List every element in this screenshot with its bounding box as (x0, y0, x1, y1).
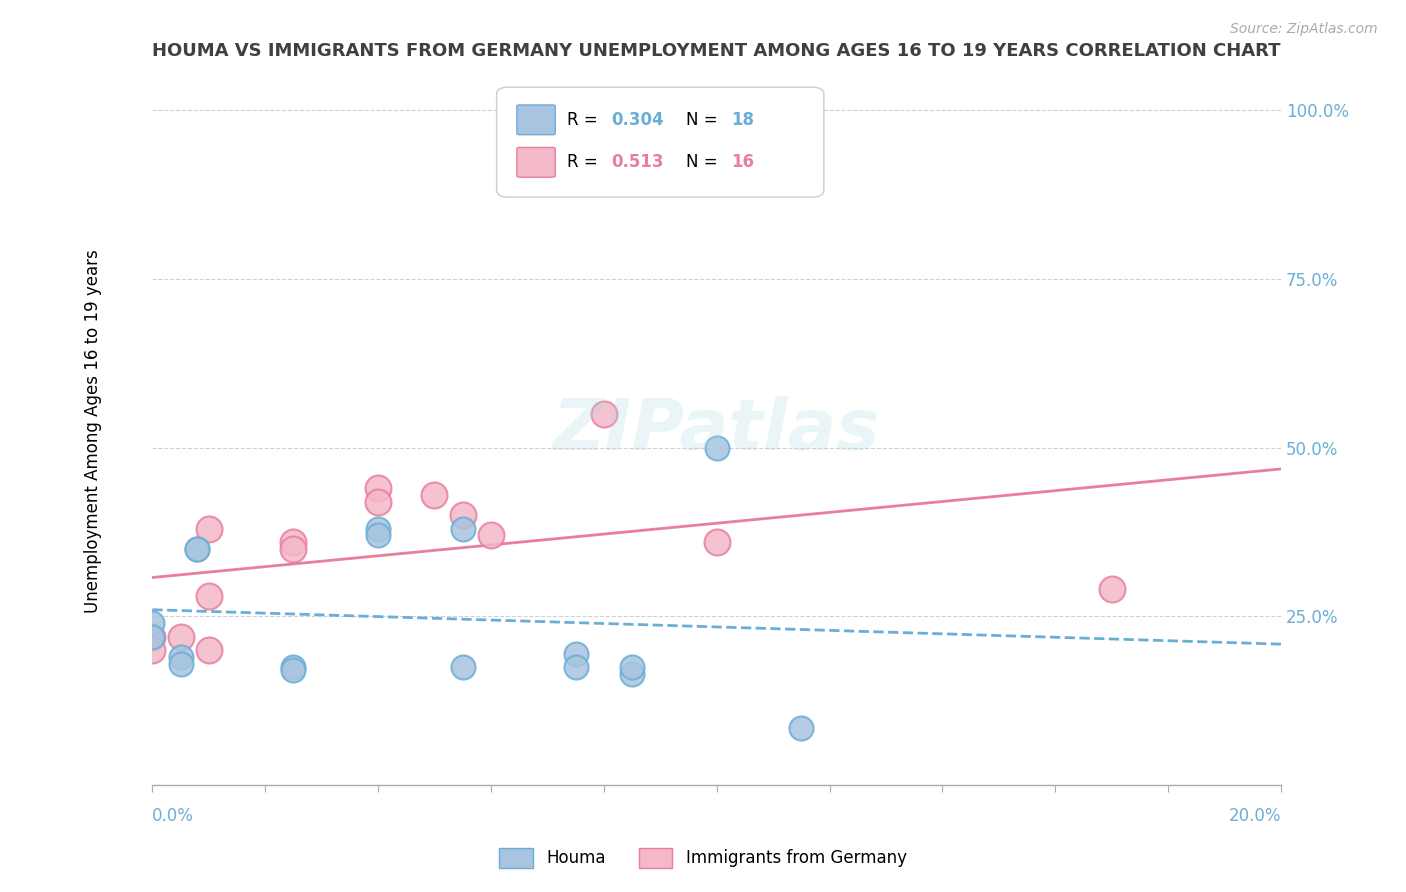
Point (790, 721, 813, 735)
Point (283, 660, 305, 674)
Text: N =: N = (686, 111, 718, 128)
Point (141, 630, 163, 644)
Point (283, 535, 305, 549)
Point (451, 522, 474, 536)
Point (706, 535, 728, 549)
Text: 20.0%: 20.0% (1229, 806, 1281, 824)
Legend: Houma, Immigrants from Germany: Houma, Immigrants from Germany (492, 841, 914, 875)
Point (169, 649, 191, 664)
Text: 0.304: 0.304 (612, 111, 664, 128)
Point (706, 441, 728, 455)
Point (367, 481, 389, 495)
Point (564, 660, 586, 674)
Point (1101, 582, 1123, 597)
Point (451, 508, 474, 523)
Point (197, 522, 219, 536)
Point (367, 494, 389, 508)
Text: N =: N = (686, 153, 718, 171)
Text: Source: ZipAtlas.com: Source: ZipAtlas.com (1230, 22, 1378, 37)
Point (141, 643, 163, 657)
Text: HOUMA VS IMMIGRANTS FROM GERMANY UNEMPLOYMENT AMONG AGES 16 TO 19 YEARS CORRELAT: HOUMA VS IMMIGRANTS FROM GERMANY UNEMPLO… (152, 42, 1281, 60)
FancyBboxPatch shape (496, 87, 824, 197)
Text: 16: 16 (731, 153, 754, 171)
Text: 0.513: 0.513 (612, 153, 664, 171)
Point (186, 541, 208, 556)
Point (197, 589, 219, 603)
Point (423, 488, 446, 502)
Text: ZIPatlas: ZIPatlas (553, 396, 880, 466)
Point (197, 643, 219, 657)
Point (141, 630, 163, 644)
Point (169, 630, 191, 644)
Point (283, 664, 305, 678)
Point (169, 657, 191, 671)
Point (141, 616, 163, 631)
FancyBboxPatch shape (517, 105, 555, 135)
FancyBboxPatch shape (517, 147, 555, 178)
Point (283, 541, 305, 556)
Point (564, 647, 586, 661)
Y-axis label: Unemployment Among Ages 16 to 19 years: Unemployment Among Ages 16 to 19 years (83, 249, 101, 613)
Point (479, 528, 502, 542)
Point (451, 660, 474, 674)
Point (621, 666, 644, 681)
Point (367, 528, 389, 542)
Text: R =: R = (567, 153, 598, 171)
Point (367, 522, 389, 536)
Text: R =: R = (567, 111, 598, 128)
Text: 18: 18 (731, 111, 754, 128)
Point (621, 660, 644, 674)
Text: 0.0%: 0.0% (152, 806, 194, 824)
Point (186, 541, 208, 556)
Point (592, 407, 614, 421)
